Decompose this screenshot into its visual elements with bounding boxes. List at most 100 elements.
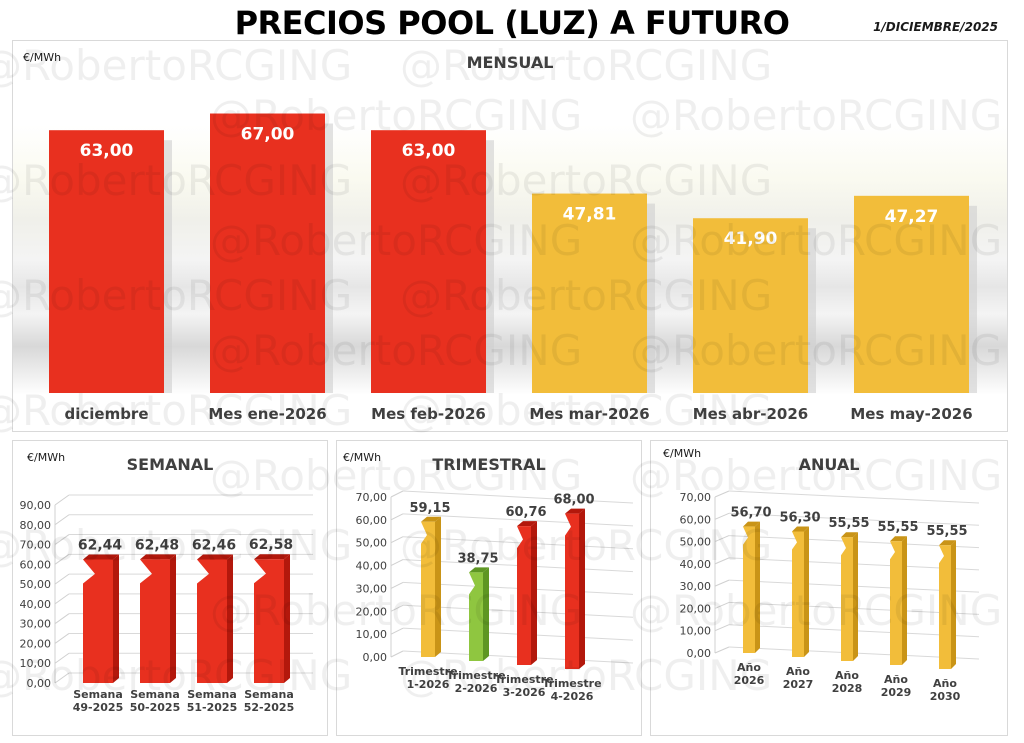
category-label-5: 2030: [930, 690, 961, 703]
gridline-depth: [54, 593, 70, 605]
category-label-2: 2027: [783, 678, 814, 691]
gridline-depth: [714, 579, 730, 587]
data-label-3: 62,46: [192, 537, 236, 553]
chart-title-anual: ANUAL: [798, 455, 860, 474]
bar-side-3: [227, 554, 233, 683]
data-label-5: 41,90: [724, 229, 778, 249]
bar-3: [371, 130, 486, 393]
category-label-2: Trimestre: [446, 669, 505, 682]
bar-3: [841, 537, 853, 661]
page-title: PRECIOS POOL (LUZ) A FUTURO: [234, 4, 790, 42]
y-tick-label: 10,00: [356, 628, 388, 641]
bar-top-4: [565, 508, 585, 514]
bar-top-4: [254, 554, 290, 560]
bar-5: [939, 545, 951, 669]
gridline-depth: [714, 512, 730, 520]
bar-3: [517, 526, 531, 665]
y-tick-label: 20,00: [20, 637, 52, 650]
data-label-1: 63,00: [80, 141, 134, 161]
panel-mensual: 63,00 diciembre 67,00 Mes ene-2026 63,00 Mes …: [12, 40, 1008, 432]
category-label-1: 1-2026: [407, 678, 450, 691]
gridline: [402, 536, 634, 550]
category-label-2: 2-2026: [455, 682, 498, 695]
y-tick-label: 40,00: [356, 560, 388, 573]
y-tick-label: 50,00: [680, 536, 712, 549]
bar-1: [743, 526, 755, 653]
bar-side-1: [113, 554, 119, 683]
gridline-depth: [54, 514, 70, 526]
data-label-6: 47,27: [885, 207, 939, 227]
data-label-3: 60,76: [505, 505, 546, 520]
y-tick-label: 0,00: [27, 677, 52, 690]
data-label-4: 68,00: [553, 493, 594, 508]
data-label-4: 62,58: [249, 537, 293, 553]
chart-mensual: 63,00 diciembre 67,00 Mes ene-2026 63,00 Mes …: [13, 113, 1007, 423]
gridline-depth: [714, 646, 730, 654]
y-tick-label: 10,00: [20, 657, 52, 670]
y-tick-label: 30,00: [356, 582, 388, 595]
category-label-3: Mes feb-2026: [371, 405, 486, 423]
gridline-depth: [54, 613, 70, 625]
bar-4: [254, 559, 284, 683]
y-tick-label: 90,00: [20, 499, 52, 512]
bar-side-3: [531, 521, 537, 665]
category-label-4: 52-2025: [244, 701, 295, 714]
bar-side-4: [579, 508, 585, 669]
bar-5: [693, 218, 808, 393]
gridline: [728, 512, 980, 526]
category-label-1: 49-2025: [73, 701, 124, 714]
date-label: 1/DICIEMBRE/2025: [873, 20, 998, 34]
chart-title-semanal: SEMANAL: [126, 455, 214, 474]
bar-side-4: [284, 554, 290, 683]
gridline-depth: [714, 601, 730, 609]
gridline-depth: [390, 581, 404, 589]
y-tick-label: 20,00: [680, 602, 712, 615]
gridline-depth: [390, 627, 404, 635]
chart-title-mensual: MENSUAL: [466, 53, 554, 72]
data-label-2: 56,30: [779, 511, 820, 526]
bar-4: [565, 513, 579, 669]
category-label-6: Mes may-2026: [850, 405, 972, 423]
category-label-5: Año: [933, 677, 957, 690]
bar-top-4: [890, 536, 907, 542]
bar-2: [792, 531, 804, 657]
gridline-depth: [54, 553, 70, 565]
bar-2: [469, 572, 483, 661]
y-tick-label: 60,00: [356, 514, 388, 527]
gridline-depth: [54, 494, 70, 506]
y-tick-label: 70,00: [356, 491, 388, 504]
y-tick-label: 60,00: [20, 558, 52, 571]
data-label-4: 47,81: [563, 205, 617, 225]
chart-anual: 0,00 10,00 20,00 30,00 40,00 50,00 60,00 70,00 5…: [680, 490, 980, 703]
data-label-4: 55,55: [877, 520, 918, 535]
bar-top-3: [517, 521, 537, 527]
y-tick-label: 30,00: [680, 580, 712, 593]
y-tick-label: 0,00: [363, 651, 388, 664]
category-label-1: diciembre: [64, 405, 148, 423]
bar-top-2: [792, 526, 809, 532]
bar-top-5: [939, 540, 956, 546]
gridline-depth: [714, 490, 730, 498]
gridline-depth: [714, 624, 730, 632]
y-tick-label: 40,00: [20, 598, 52, 611]
data-label-2: 62,48: [135, 537, 179, 553]
bar-side-1: [755, 521, 760, 653]
panel-anual: 0,00 10,00 20,00 30,00 40,00 50,00 60,00 70,00 5…: [650, 440, 1008, 736]
gridline-depth: [54, 672, 70, 684]
chart-title-trimestral: TRIMESTRAL: [432, 455, 546, 474]
bar-side-4: [902, 536, 907, 665]
data-label-2: 38,75: [457, 551, 498, 566]
y-tick-label: 50,00: [20, 578, 52, 591]
y-tick-label: 80,00: [20, 519, 52, 532]
gridline-depth: [714, 557, 730, 565]
bar-side-2: [483, 567, 489, 661]
bar-side-3: [853, 532, 858, 661]
category-label-3: 3-2026: [503, 686, 546, 699]
gridline: [402, 490, 634, 504]
bar-1: [83, 559, 113, 683]
category-label-2: Semana: [130, 688, 180, 701]
panel-semanal: 0,00 10,00 20,00 30,00 40,00 50,00 60,00 70,00 8…: [12, 440, 328, 736]
chart-semanal: 0,00 10,00 20,00 30,00 40,00 50,00 60,00 70,00 8…: [20, 494, 313, 714]
gridline-depth: [390, 604, 404, 612]
bar-1: [421, 521, 435, 657]
